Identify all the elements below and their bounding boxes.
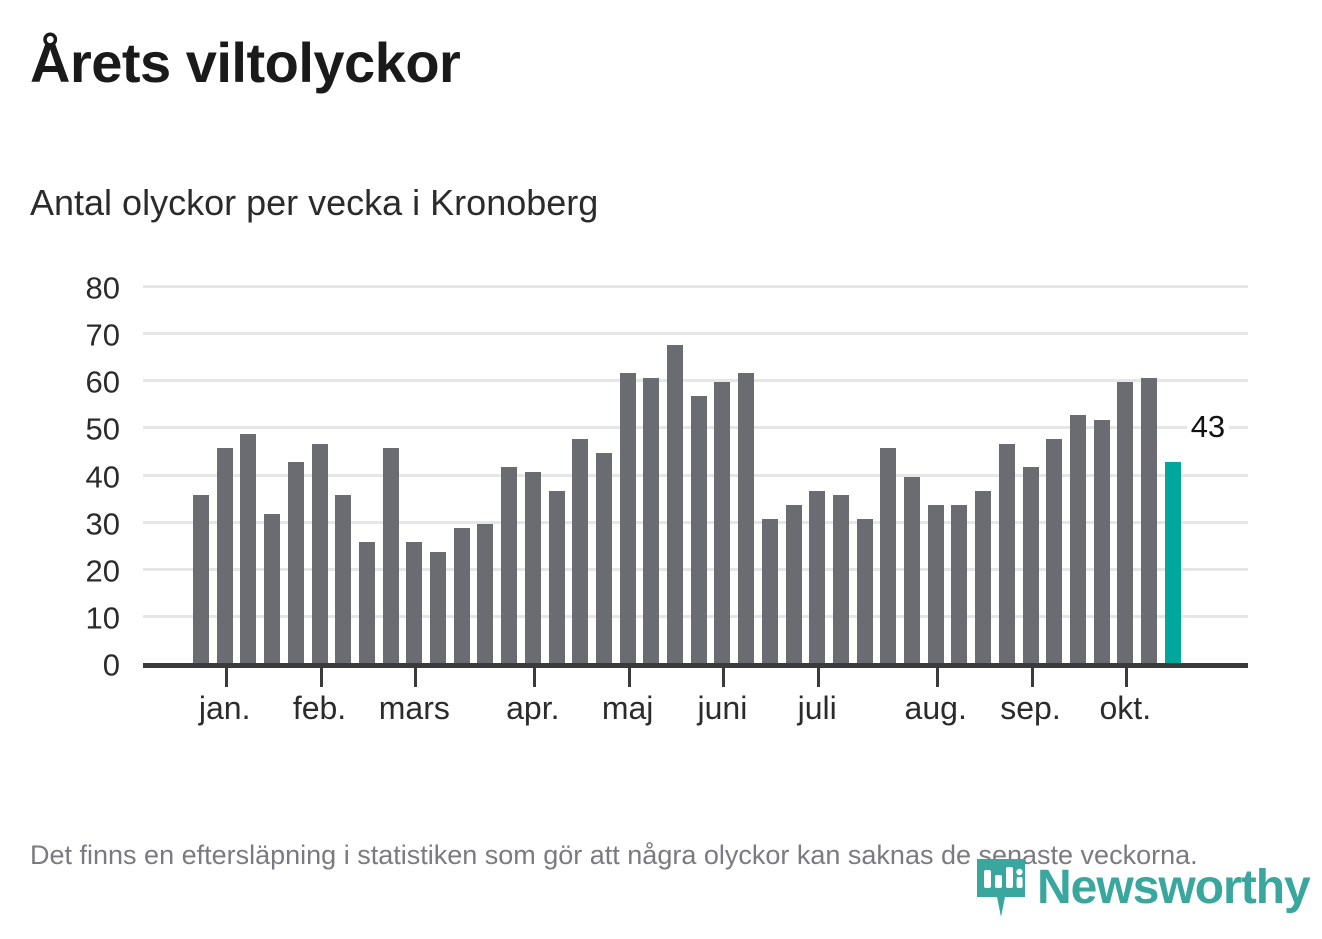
bar bbox=[1046, 438, 1063, 665]
bar bbox=[856, 518, 873, 665]
logo-wordmark: Newsworthy bbox=[1037, 861, 1311, 914]
bar bbox=[998, 443, 1015, 665]
y-axis-tick-label: 0 bbox=[102, 647, 120, 683]
x-axis-tick bbox=[817, 665, 821, 687]
x-axis-tick bbox=[224, 665, 228, 687]
y-axis-labels: 0 10 20 30 40 50 60 70 80 bbox=[0, 273, 120, 681]
gridline bbox=[143, 332, 1248, 336]
bar bbox=[880, 448, 897, 665]
bar bbox=[738, 372, 755, 665]
chart-subtitle: Antal olyckor per vecka i Kronoberg bbox=[30, 182, 599, 223]
x-axis-ticks bbox=[143, 665, 1248, 687]
x-axis-month-label: apr. bbox=[506, 690, 560, 726]
bar bbox=[453, 528, 470, 665]
bar bbox=[904, 476, 920, 665]
x-axis-line bbox=[143, 663, 1248, 668]
x-axis-tick bbox=[532, 665, 536, 687]
bar bbox=[832, 495, 849, 665]
y-axis-tick-label: 60 bbox=[85, 364, 120, 400]
y-axis-tick-label: 50 bbox=[85, 411, 120, 447]
x-axis-tick bbox=[319, 665, 323, 687]
bar bbox=[193, 495, 209, 665]
bar bbox=[761, 518, 778, 665]
x-axis-month-label: juli bbox=[797, 690, 837, 726]
y-axis-tick-label: 80 bbox=[85, 270, 120, 306]
y-axis-tick-label: 10 bbox=[85, 600, 120, 636]
bar bbox=[287, 462, 304, 665]
bar bbox=[714, 382, 731, 665]
x-axis-month-label: okt. bbox=[1099, 690, 1152, 726]
bar bbox=[927, 504, 944, 665]
bar bbox=[524, 471, 541, 665]
y-axis-tick-label: 30 bbox=[85, 506, 120, 542]
bar-value-label: 43 bbox=[1186, 409, 1230, 445]
gridline bbox=[143, 379, 1248, 383]
bar bbox=[809, 490, 826, 665]
bar bbox=[1022, 467, 1039, 665]
bar bbox=[975, 490, 992, 665]
x-axis-labels: jan. feb. mars apr. maj juni juli aug. sep. okt. bbox=[143, 689, 1248, 739]
newsworthy-bars-pin-icon bbox=[975, 857, 1027, 919]
bar bbox=[358, 542, 375, 665]
bar bbox=[1093, 419, 1110, 665]
x-axis-month-label: maj bbox=[601, 690, 654, 726]
bar bbox=[548, 490, 565, 665]
y-axis-tick-label: 40 bbox=[85, 459, 120, 494]
bar-highlight bbox=[1164, 462, 1181, 665]
bar bbox=[311, 443, 328, 665]
bar bbox=[1117, 382, 1134, 665]
bar bbox=[572, 438, 589, 665]
x-axis-tick bbox=[1030, 665, 1034, 687]
x-axis-tick bbox=[935, 665, 939, 687]
bar bbox=[216, 448, 233, 665]
bar bbox=[335, 495, 352, 665]
x-axis-tick bbox=[722, 665, 726, 687]
x-axis-tick bbox=[1125, 665, 1129, 687]
page-title: Årets viltolyckor bbox=[30, 31, 461, 94]
x-axis-month-label: mars bbox=[378, 690, 450, 726]
x-axis-month-label: jan. bbox=[198, 690, 251, 726]
bar bbox=[240, 434, 257, 665]
bar bbox=[951, 504, 968, 665]
bar bbox=[501, 467, 518, 665]
bar bbox=[667, 344, 683, 665]
bar bbox=[1141, 377, 1157, 665]
x-axis-month-label: aug. bbox=[904, 690, 967, 726]
plot-area: 43 bbox=[143, 285, 1248, 668]
bar bbox=[785, 504, 802, 665]
y-axis-tick-label: 20 bbox=[85, 553, 120, 589]
y-axis-tick-label: 70 bbox=[85, 317, 120, 353]
newsworthy-logo: Newsworthy bbox=[975, 850, 1311, 926]
bar bbox=[595, 452, 612, 665]
bar bbox=[430, 551, 446, 665]
x-axis-month-label: juni bbox=[697, 690, 748, 726]
gridline bbox=[143, 285, 1248, 288]
x-axis-tick bbox=[414, 665, 418, 687]
x-axis-tick bbox=[627, 665, 631, 687]
bar-series: 43 bbox=[143, 288, 1248, 665]
bar bbox=[690, 396, 707, 665]
x-axis-month-label: feb. bbox=[292, 690, 347, 726]
bar bbox=[1069, 415, 1086, 665]
bar bbox=[406, 542, 423, 665]
bar-chart: 0 10 20 30 40 50 60 70 80 43 jan. feb. mars apr. maj… bbox=[0, 265, 1322, 745]
bar bbox=[382, 448, 399, 665]
bar bbox=[643, 377, 660, 665]
bar bbox=[264, 514, 281, 665]
x-axis-month-label: sep. bbox=[1000, 690, 1061, 726]
bar bbox=[619, 372, 636, 665]
bar bbox=[477, 523, 494, 665]
